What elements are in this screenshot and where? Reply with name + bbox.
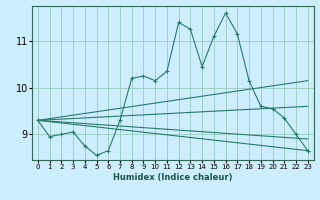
X-axis label: Humidex (Indice chaleur): Humidex (Indice chaleur) xyxy=(113,173,233,182)
